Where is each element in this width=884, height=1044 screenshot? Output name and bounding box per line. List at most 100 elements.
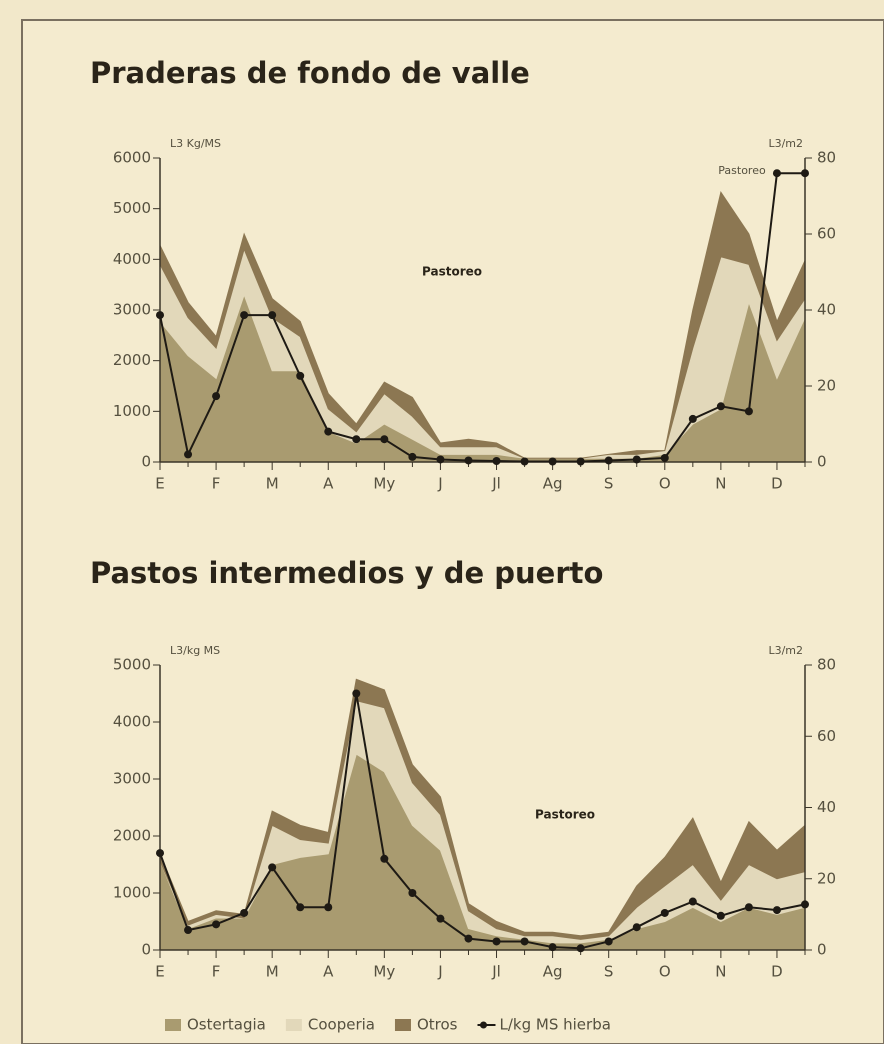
- line-point: [688, 414, 697, 423]
- line-point: [801, 169, 809, 178]
- x-tick-label: N: [715, 963, 726, 981]
- annotation: Pastoreo: [535, 808, 595, 822]
- line: [159, 693, 806, 950]
- line-point: [184, 450, 193, 459]
- x-tick-label: F: [212, 475, 221, 493]
- y2-tick-label: 0: [817, 453, 827, 471]
- legend-label: Otros: [417, 1016, 458, 1034]
- y-tick-label: 3000: [113, 301, 151, 319]
- line-point: [212, 392, 221, 401]
- y-tick-label: 0: [141, 453, 151, 471]
- line-point: [464, 456, 473, 465]
- line-point: [436, 914, 445, 923]
- line-point: [660, 908, 669, 917]
- y-tick-label: 2000: [113, 827, 151, 845]
- line-point: [380, 854, 389, 863]
- y-axis-label: L3 Kg/MS: [170, 137, 221, 150]
- line-point: [576, 944, 585, 953]
- x-tick-label: O: [659, 475, 671, 493]
- line-point: [184, 926, 193, 935]
- x-tick-label: Ag: [543, 963, 563, 981]
- legend-swatch: [285, 1019, 302, 1031]
- y2-tick-label: 40: [817, 798, 836, 816]
- line-point: [492, 937, 501, 946]
- line-point: [744, 407, 753, 416]
- line-point: [324, 427, 333, 436]
- annotation: Pastoreo: [422, 265, 482, 279]
- legend-swatch: [394, 1019, 411, 1031]
- y-tick-label: 4000: [113, 250, 151, 268]
- y-tick-label: 0: [141, 941, 151, 959]
- line-point: [576, 457, 585, 466]
- chart-title: Praderas de fondo de valle: [90, 56, 530, 90]
- x-tick-label: D: [771, 963, 783, 981]
- line-point: [548, 457, 557, 466]
- legend-label: Ostertagia: [187, 1016, 266, 1034]
- chart-title: Pastos intermedios y de puerto: [90, 556, 603, 590]
- x-tick-label: S: [604, 963, 614, 981]
- x-tick-label: N: [715, 475, 726, 493]
- line-point: [156, 311, 164, 320]
- legend-dot: [480, 1021, 487, 1029]
- line-point: [801, 900, 809, 909]
- line-point: [772, 169, 781, 178]
- legend-label: L/kg MS hierba: [500, 1016, 611, 1034]
- line-point: [268, 863, 277, 872]
- y-tick-label: 5000: [113, 656, 151, 674]
- x-tick-label: My: [373, 963, 395, 981]
- line-point: [716, 911, 725, 920]
- x-tick-label: Jl: [491, 475, 501, 493]
- y2-tick-label: 20: [817, 869, 836, 887]
- line-point: [688, 897, 697, 906]
- line-point: [240, 908, 249, 917]
- y-tick-label: 1000: [113, 402, 151, 420]
- y2-tick-label: 60: [817, 225, 836, 243]
- x-tick-label: A: [323, 963, 334, 981]
- x-tick-label: F: [212, 963, 221, 981]
- line-point: [296, 903, 305, 912]
- line-point: [548, 943, 557, 952]
- y-tick-label: 2000: [113, 351, 151, 369]
- legend-label: Cooperia: [308, 1016, 375, 1034]
- line-point: [660, 453, 669, 462]
- line-point: [324, 903, 333, 912]
- x-tick-label: Jl: [491, 963, 501, 981]
- x-tick-label: My: [373, 475, 395, 493]
- x-tick-label: O: [659, 963, 671, 981]
- annotation: Pastoreo: [718, 164, 766, 177]
- line-point: [212, 920, 221, 929]
- y2-axis-label: L3/m2: [768, 137, 803, 150]
- y-axis-label: L3/kg MS: [170, 644, 220, 657]
- y-tick-label: 5000: [113, 199, 151, 217]
- line-point: [296, 371, 305, 380]
- line-point: [492, 456, 501, 465]
- x-tick-label: E: [155, 475, 164, 493]
- line-point: [520, 937, 529, 946]
- x-tick-label: Ag: [543, 475, 563, 493]
- x-tick-label: J: [437, 963, 442, 981]
- line-point: [716, 402, 725, 411]
- line-point: [352, 689, 361, 698]
- line-point: [632, 923, 641, 932]
- line-point: [520, 457, 529, 466]
- line-point: [240, 311, 249, 320]
- y2-tick-label: 0: [817, 941, 827, 959]
- x-tick-label: J: [437, 475, 442, 493]
- line-point: [408, 452, 417, 461]
- x-tick-label: S: [604, 475, 614, 493]
- y2-tick-label: 80: [817, 149, 836, 167]
- y2-tick-label: 60: [817, 727, 836, 745]
- y-tick-label: 6000: [113, 149, 151, 167]
- y2-tick-label: 80: [817, 656, 836, 674]
- y-tick-label: 1000: [113, 884, 151, 902]
- y2-axis-label: L3/m2: [768, 644, 803, 657]
- line-point: [156, 849, 164, 858]
- x-tick-label: E: [155, 963, 164, 981]
- line-point: [436, 455, 445, 464]
- y2-tick-label: 20: [817, 377, 836, 395]
- line-point: [604, 456, 613, 465]
- line-point: [268, 311, 277, 320]
- x-tick-label: M: [266, 475, 279, 493]
- y-tick-label: 3000: [113, 770, 151, 788]
